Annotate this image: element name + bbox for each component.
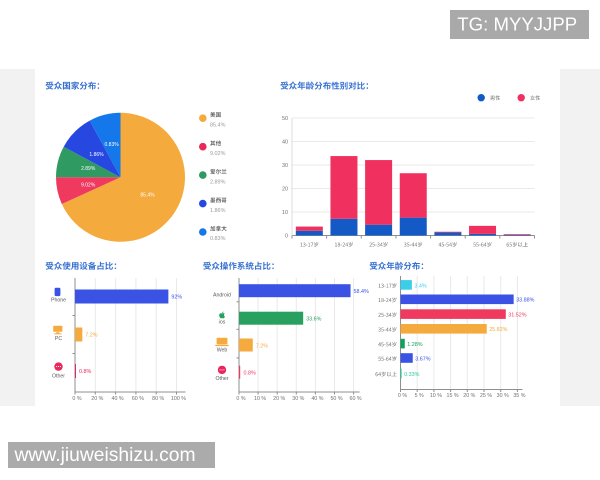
svg-text:30 %: 30 % xyxy=(497,393,509,399)
svg-text:0 %: 0 % xyxy=(72,396,81,402)
svg-text:50: 50 xyxy=(282,116,288,122)
svg-text:PC: PC xyxy=(55,336,62,342)
svg-text:TG: MYYJJPP: TG: MYYJJPP xyxy=(457,13,577,34)
svg-text:40: 40 xyxy=(282,140,288,146)
svg-text:100 %: 100 % xyxy=(171,396,186,402)
svg-text:10 %: 10 % xyxy=(254,396,266,402)
svg-text:58.4%: 58.4% xyxy=(354,289,369,295)
svg-text:60 %: 60 % xyxy=(350,396,362,402)
svg-text:3.67%: 3.67% xyxy=(415,356,430,362)
svg-text:0 %: 0 % xyxy=(398,393,407,399)
svg-text:2.89%: 2.89% xyxy=(81,166,96,172)
svg-text:2.89%: 2.89% xyxy=(210,179,226,185)
svg-text:0.8%: 0.8% xyxy=(244,371,256,377)
svg-text:25 %: 25 % xyxy=(480,393,492,399)
svg-text:Android: Android xyxy=(213,292,231,298)
svg-text:www.jiuweishizu.com: www.jiuweishizu.com xyxy=(14,445,196,466)
svg-text:7.2%: 7.2% xyxy=(85,333,97,339)
svg-text:33.6%: 33.6% xyxy=(306,317,321,323)
svg-text:33.88%: 33.88% xyxy=(516,298,534,304)
svg-text:30: 30 xyxy=(282,163,288,169)
svg-text:Phone: Phone xyxy=(51,297,66,303)
svg-text:Other: Other xyxy=(216,376,229,382)
svg-text:3.4%: 3.4% xyxy=(414,283,426,289)
svg-text:7.2%: 7.2% xyxy=(256,344,268,350)
svg-text:Web: Web xyxy=(217,348,228,354)
svg-text:30 %: 30 % xyxy=(292,396,304,402)
svg-text:20 %: 20 % xyxy=(91,396,103,402)
svg-text:0.83%: 0.83% xyxy=(105,142,120,148)
svg-text:1.86%: 1.86% xyxy=(89,152,104,158)
svg-text:20 %: 20 % xyxy=(463,393,475,399)
svg-text:85.4%: 85.4% xyxy=(210,122,226,128)
svg-text:80 %: 80 % xyxy=(152,396,164,402)
svg-text:10 %: 10 % xyxy=(430,393,442,399)
svg-text:20: 20 xyxy=(282,187,288,193)
svg-text:85.4%: 85.4% xyxy=(140,192,155,198)
svg-text:0: 0 xyxy=(285,234,288,240)
svg-text:0 %: 0 % xyxy=(236,396,245,402)
svg-text:40 %: 40 % xyxy=(311,396,323,402)
svg-text:0.8%: 0.8% xyxy=(79,369,91,375)
svg-text:0.83%: 0.83% xyxy=(210,236,226,242)
svg-text:Other: Other xyxy=(52,373,65,379)
svg-text:10: 10 xyxy=(282,210,288,216)
svg-text:1.28%: 1.28% xyxy=(407,342,422,348)
svg-text:35 %: 35 % xyxy=(513,393,525,399)
svg-text:50 %: 50 % xyxy=(330,396,342,402)
svg-text:40 %: 40 % xyxy=(112,396,124,402)
svg-text:15 %: 15 % xyxy=(447,393,459,399)
svg-text:0.33%: 0.33% xyxy=(404,372,419,378)
svg-text:25.82%: 25.82% xyxy=(489,327,507,333)
svg-text:ios: ios xyxy=(219,319,226,325)
svg-text:1.86%: 1.86% xyxy=(210,208,226,214)
svg-text:92%: 92% xyxy=(171,295,182,301)
svg-text:60 %: 60 % xyxy=(132,396,144,402)
svg-text:9.02%: 9.02% xyxy=(81,182,96,188)
svg-text:5 %: 5 % xyxy=(415,393,424,399)
svg-text:9.02%: 9.02% xyxy=(210,151,226,157)
svg-text:31.52%: 31.52% xyxy=(508,313,526,319)
svg-text:20 %: 20 % xyxy=(273,396,285,402)
